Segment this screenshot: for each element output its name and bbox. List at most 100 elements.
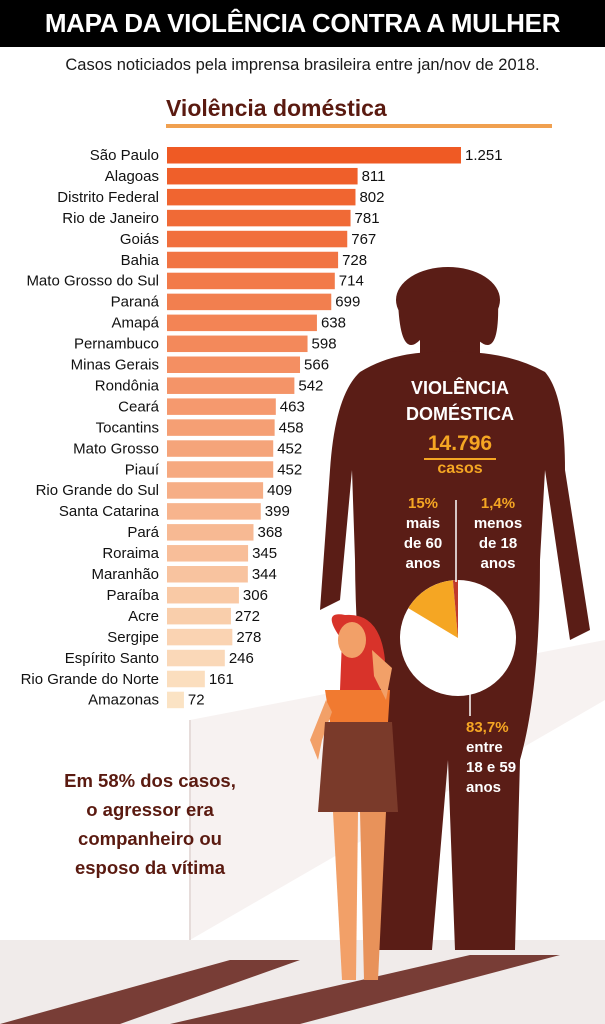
- value-label: 767: [351, 231, 376, 248]
- shadow-man: [170, 955, 560, 1024]
- bar-4: [167, 230, 348, 248]
- value-label: 811: [362, 168, 386, 185]
- category-label: Ceará: [118, 398, 160, 415]
- value-label: 409: [267, 482, 292, 499]
- total-underline: [424, 458, 496, 460]
- category-label: Paraná: [111, 294, 160, 311]
- bar-13: [167, 419, 275, 436]
- value-label: 1.251: [465, 147, 503, 164]
- footnote-line: esposo da vítima: [74, 857, 226, 878]
- page-title: MAPA DA VIOLÊNCIA CONTRA A MULHER: [0, 0, 605, 47]
- value-label: 452: [277, 461, 302, 478]
- category-label: Tocantins: [96, 419, 159, 436]
- category-label: Bahia: [121, 252, 160, 269]
- category-label: Rondônia: [95, 377, 160, 394]
- footnote-line: Em 58% dos casos,: [64, 770, 236, 791]
- category-label: Amazonas: [88, 692, 159, 709]
- bar-14: [167, 440, 274, 457]
- category-label: Pará: [127, 524, 159, 541]
- bar-11: [167, 377, 295, 394]
- category-label: Roraima: [102, 545, 159, 562]
- bar-18: [167, 524, 254, 541]
- value-label: 272: [235, 608, 260, 625]
- shadow: [0, 960, 300, 1024]
- bar-7: [167, 293, 332, 311]
- category-label: Espírito Santo: [65, 650, 159, 667]
- value-label: 566: [304, 357, 329, 374]
- bar-24: [167, 649, 225, 667]
- value-label: 458: [279, 419, 304, 436]
- bar-22: [167, 607, 231, 625]
- bar-9: [167, 335, 308, 353]
- chart-title-underline: [166, 124, 552, 128]
- category-label: Acre: [128, 608, 159, 625]
- value-label: 399: [265, 503, 290, 520]
- value-label: 781: [355, 210, 380, 227]
- category-label: Rio de Janeiro: [62, 210, 159, 227]
- woman-figure: [310, 614, 398, 980]
- bar-3: [167, 209, 351, 227]
- bar-16: [167, 482, 264, 499]
- total-unit: casos: [437, 460, 483, 477]
- bar-2: [167, 188, 356, 206]
- bar-26: [167, 691, 184, 709]
- bar-5: [167, 251, 339, 269]
- category-label: Alagoas: [105, 168, 159, 185]
- bar-20: [167, 566, 248, 583]
- value-label: 452: [277, 440, 302, 457]
- value-label: 463: [280, 398, 305, 415]
- bar-6: [167, 272, 335, 290]
- bar-23: [167, 628, 233, 646]
- pie-title: VIOLÊNCIA DOMÉSTICA: [406, 378, 514, 424]
- pie-label-60-plus: 15% mais de 60 anos: [403, 495, 443, 572]
- value-label: 161: [209, 671, 234, 688]
- category-label: Mato Grosso: [73, 440, 159, 457]
- chart-title: Violência doméstica: [166, 95, 387, 121]
- bar-12: [167, 398, 276, 415]
- total-cases: 14.796: [427, 432, 493, 455]
- category-label: Distrito Federal: [57, 189, 159, 206]
- bar-10: [167, 356, 301, 373]
- category-label: Piauí: [125, 461, 160, 478]
- value-label: 344: [252, 566, 277, 583]
- value-label: 278: [236, 629, 261, 646]
- value-label: 598: [312, 336, 337, 353]
- footnote: Em 58% dos casos, o agressor era companh…: [40, 766, 260, 882]
- pie-slice-under-18: [452, 580, 458, 638]
- value-label: 638: [321, 315, 346, 332]
- category-label: Sergipe: [107, 629, 159, 646]
- pie-slice-60-plus: [408, 580, 458, 638]
- bar-25: [167, 670, 205, 688]
- category-label: Paraíba: [106, 587, 159, 604]
- category-label: São Paulo: [90, 147, 159, 164]
- footnote-line: companheiro ou: [78, 828, 222, 849]
- category-label: Amapá: [111, 315, 159, 332]
- value-label: 368: [257, 524, 282, 541]
- value-label: 542: [298, 377, 323, 394]
- category-label: Rio Grande do Norte: [21, 671, 159, 688]
- value-label: 306: [243, 587, 268, 604]
- value-label: 246: [229, 650, 254, 667]
- age-pie-chart: [400, 500, 516, 716]
- category-label: Santa Catarina: [59, 503, 160, 520]
- category-label: Goiás: [120, 231, 159, 248]
- value-label: 345: [252, 545, 277, 562]
- category-label: Pernambuco: [74, 336, 159, 353]
- value-label: 72: [188, 692, 205, 709]
- value-label: 802: [359, 189, 384, 206]
- pie-label-18-59: 83,7% entre 18 e 59 anos: [466, 719, 517, 796]
- category-label: Mato Grosso do Sul: [26, 273, 159, 290]
- bar-15: [167, 461, 274, 478]
- value-label: 714: [339, 273, 364, 290]
- bar-19: [167, 545, 249, 562]
- bar-8: [167, 314, 317, 332]
- bar-17: [167, 503, 261, 520]
- bar-1: [167, 167, 358, 185]
- value-label: 699: [335, 294, 360, 311]
- pie-label-under-18: 1,4% menos de 18 anos: [473, 495, 523, 572]
- category-label: Rio Grande do Sul: [36, 482, 159, 499]
- category-label: Minas Gerais: [71, 357, 159, 374]
- bar-21: [167, 586, 239, 604]
